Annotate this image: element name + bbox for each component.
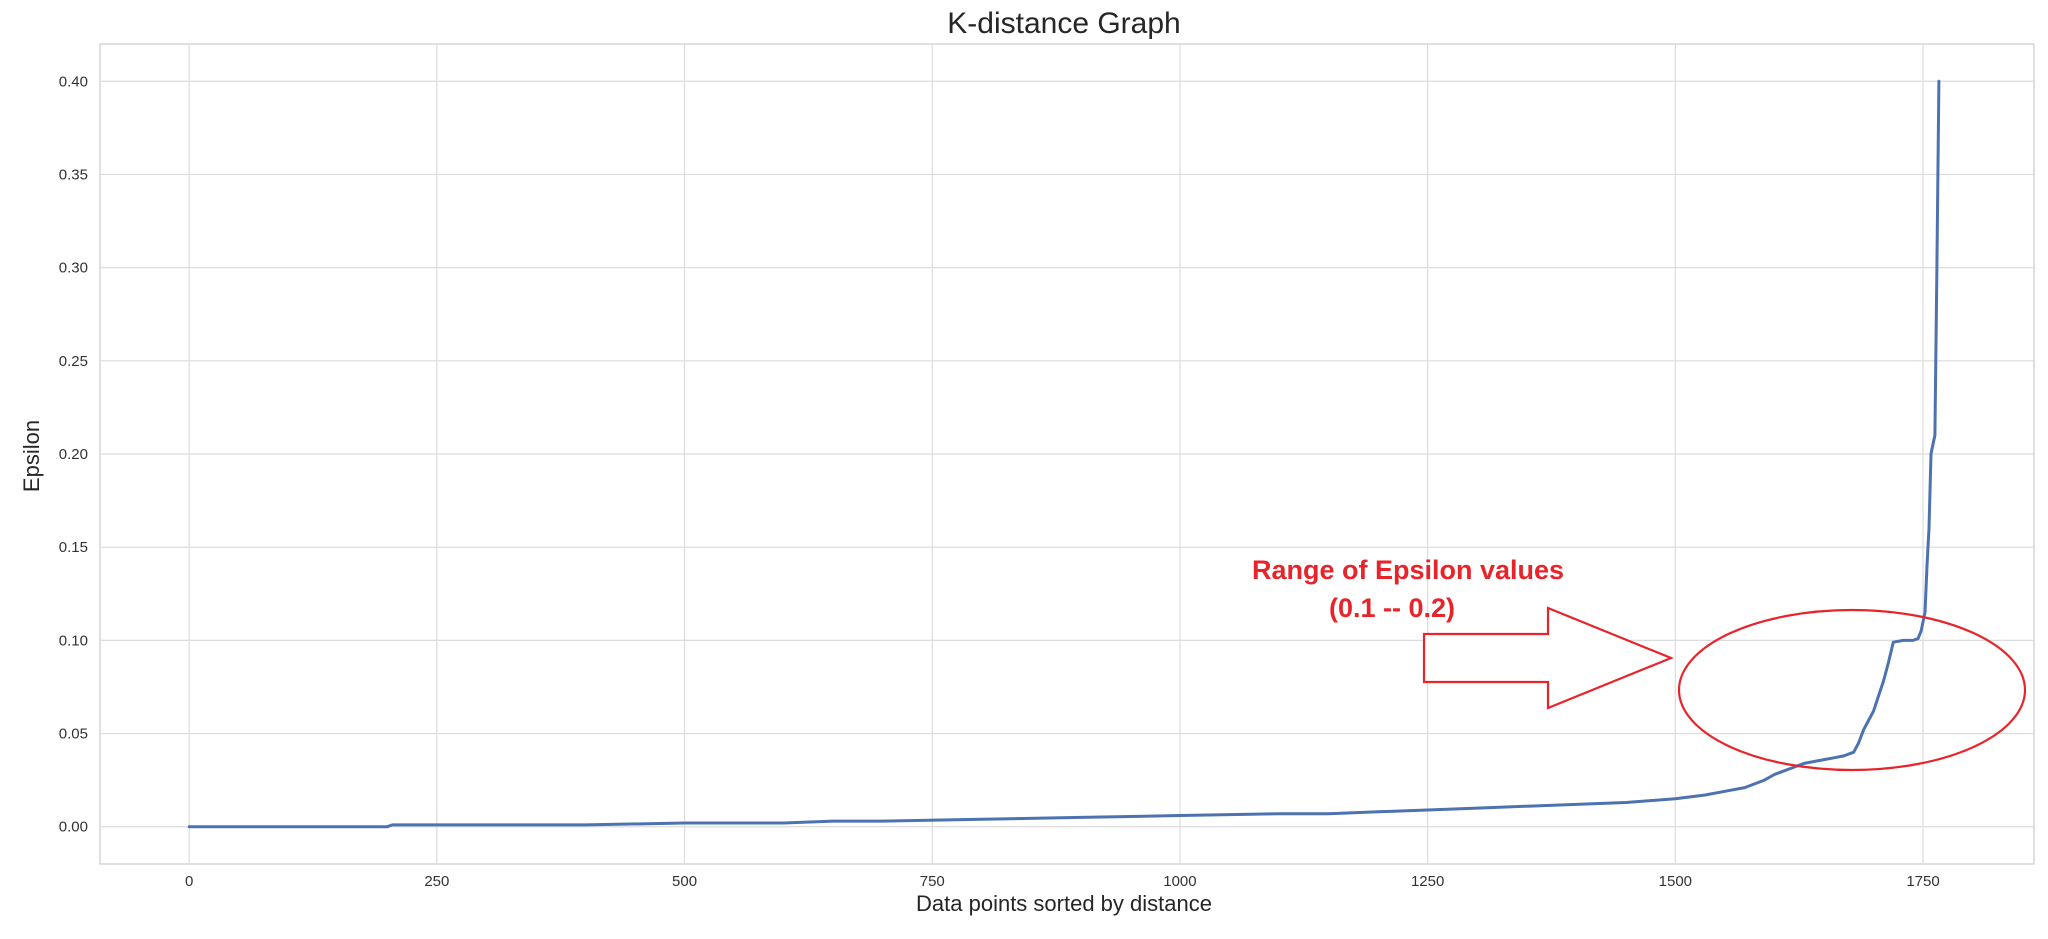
x-tick-label: 1250 bbox=[1411, 873, 1444, 890]
annotation-text-line-2: (0.1 -- 0.2) bbox=[1329, 593, 1455, 623]
series-line bbox=[187, 79, 1941, 829]
y-tick-label: 0.00 bbox=[59, 819, 88, 836]
y-tick-label: 0.40 bbox=[59, 73, 88, 90]
x-tick-label: 1500 bbox=[1659, 873, 1692, 890]
x-tick-label: 750 bbox=[920, 873, 945, 890]
x-tick-label: 250 bbox=[424, 873, 449, 890]
y-tick-label: 0.35 bbox=[59, 166, 88, 183]
y-tick-label: 0.15 bbox=[59, 539, 88, 556]
x-tick-label: 1750 bbox=[1906, 873, 1939, 890]
y-tick-label: 0.20 bbox=[59, 446, 88, 463]
x-tick-labels: 0 250 500 750 1000 1250 1500 1750 bbox=[185, 873, 1940, 890]
y-gridlines bbox=[100, 80, 2034, 828]
y-tick-label: 0.30 bbox=[59, 260, 88, 277]
y-axis-label: Epsilon bbox=[19, 420, 44, 492]
chart-title: K-distance Graph bbox=[947, 7, 1180, 40]
y-tick-label: 0.05 bbox=[59, 726, 88, 743]
x-tick-label: 0 bbox=[185, 873, 193, 890]
annotation-arrow bbox=[1422, 606, 1674, 710]
annotation-ellipse bbox=[1677, 608, 2027, 772]
x-tick-label: 1000 bbox=[1163, 873, 1196, 890]
x-gridlines bbox=[188, 44, 1924, 864]
x-tick-label: 500 bbox=[672, 873, 697, 890]
y-tick-label: 0.25 bbox=[59, 353, 88, 370]
y-tick-labels: 0.00 0.05 0.10 0.15 0.20 0.25 0.30 0.35 0.40 bbox=[59, 73, 88, 835]
annotation-text-line-1: Range of Epsilon values bbox=[1252, 555, 1564, 585]
y-tick-label: 0.10 bbox=[59, 632, 88, 649]
x-axis-label: Data points sorted by distance bbox=[916, 891, 1212, 916]
